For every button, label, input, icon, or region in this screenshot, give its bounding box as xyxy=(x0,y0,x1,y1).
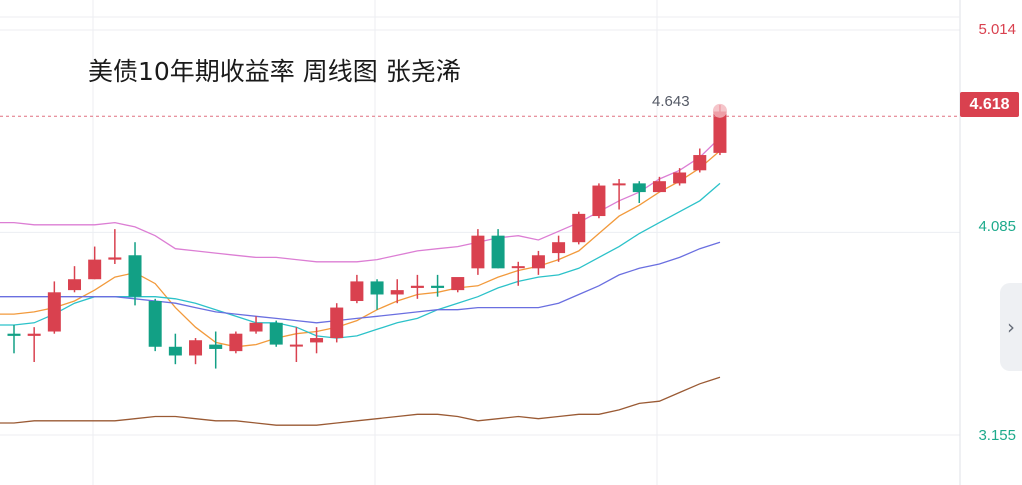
candle-body xyxy=(693,155,707,171)
current-price-badge: 4.618 xyxy=(960,92,1019,117)
y-axis-bottom-label: 3.155 xyxy=(978,427,1016,444)
candle-body xyxy=(431,285,445,288)
candle-body xyxy=(370,281,384,295)
candle-body xyxy=(47,292,61,332)
chart-title: 美债10年期收益率 周线图 张尧浠 xyxy=(88,57,461,86)
chevron-right-icon: › xyxy=(1007,315,1015,339)
candle-body xyxy=(713,111,727,153)
candle-body xyxy=(410,285,424,288)
boll-upper-line xyxy=(0,137,721,263)
candle-body xyxy=(592,185,606,217)
candle-body xyxy=(673,172,687,184)
candle-body xyxy=(451,277,465,291)
candle-body xyxy=(310,338,324,343)
candle-body xyxy=(88,259,102,280)
candle-body xyxy=(108,257,122,260)
candle-body xyxy=(229,333,243,352)
candle-body xyxy=(7,333,21,336)
y-axis-top-label: 5.014 xyxy=(978,21,1016,38)
candle-body xyxy=(471,235,485,269)
candle-body xyxy=(572,213,586,243)
ma5-line xyxy=(0,150,721,348)
expand-panel-button[interactable]: › xyxy=(1000,283,1022,371)
candle-body xyxy=(189,340,203,356)
candle-body xyxy=(350,281,364,302)
candle-body xyxy=(249,322,263,332)
peak-price-label: 4.643 xyxy=(652,93,690,110)
grid-layer xyxy=(0,0,961,485)
ma60-line xyxy=(0,376,721,426)
candle-body xyxy=(209,344,223,349)
candle-body xyxy=(552,242,566,254)
candle-body xyxy=(390,290,404,295)
candle-body xyxy=(612,183,626,186)
ma20-line xyxy=(0,241,721,324)
candle-body xyxy=(330,307,344,339)
candle-body xyxy=(269,322,283,345)
y-axis-mid-label: 4.085 xyxy=(978,218,1016,235)
candle-body xyxy=(289,344,303,347)
latest-price-dot xyxy=(712,103,727,118)
candle-body xyxy=(632,183,646,193)
candle-body xyxy=(27,333,41,336)
candle-body xyxy=(531,255,545,269)
candle-body xyxy=(652,181,666,193)
candle-body xyxy=(128,255,142,297)
candle-body xyxy=(168,346,182,356)
ma10-line xyxy=(0,182,721,339)
candle-body xyxy=(491,235,505,269)
candle-body xyxy=(148,301,162,347)
candle-body xyxy=(511,266,525,269)
indicator-lines xyxy=(0,137,721,426)
candle-body xyxy=(68,279,82,291)
candles xyxy=(7,104,727,369)
